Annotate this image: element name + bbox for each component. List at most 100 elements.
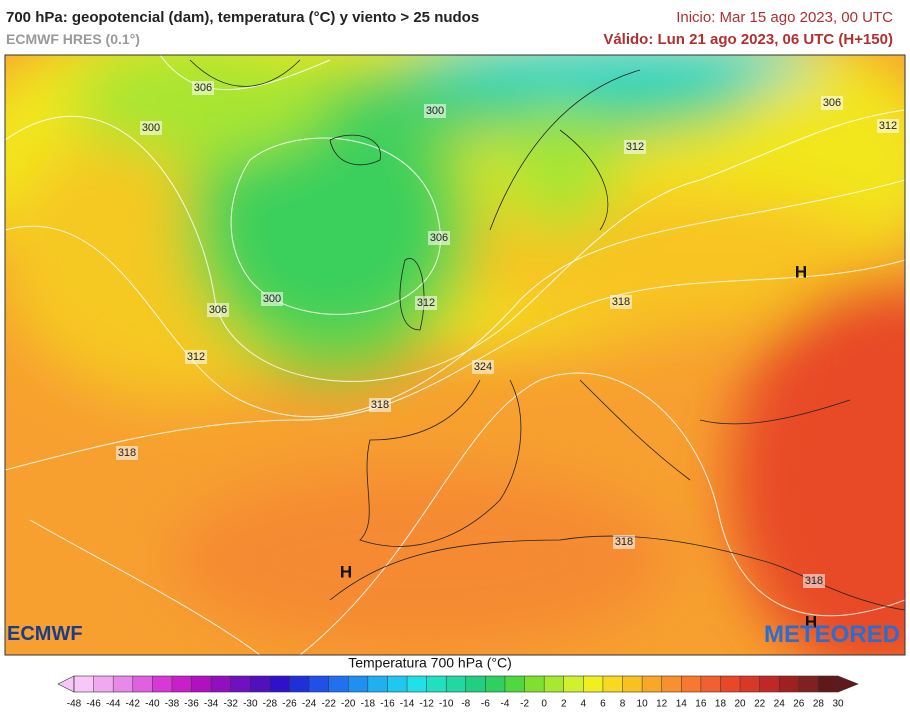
contour-label: 318 — [118, 447, 136, 459]
colorbar-swatch — [152, 676, 173, 692]
contour-label-bg — [803, 574, 825, 588]
colorbar-tick-label: 0 — [541, 699, 547, 710]
init-time: Inicio: Mar 15 ago 2023, 00 UTC — [676, 9, 893, 26]
colorbar-tick-label: -40 — [145, 699, 160, 710]
colorbar-tick-label: -14 — [400, 699, 415, 710]
contour-label: 312 — [187, 351, 205, 363]
contour-label-bg — [192, 81, 214, 95]
colorbar-swatch — [485, 676, 506, 692]
colorbar-tick-label: -38 — [165, 699, 180, 710]
map-frame — [4, 54, 906, 656]
map: 306 300 300 306 300 306 312 312 306 312 312 318 324 3… — [5, 55, 905, 655]
colorbar-tick-label: 26 — [793, 699, 805, 710]
contour-label-bg — [140, 121, 162, 135]
map-labels: 306 300 300 306 300 306 312 312 306 312 312 318 324 3… — [116, 81, 899, 631]
colorbar-tick-label: -20 — [341, 699, 356, 710]
colorbar-tick-label: 2 — [561, 699, 567, 710]
contour-label-bg — [415, 296, 437, 310]
colorbar-title: Temperatura 700 hPa (°C) — [348, 655, 512, 671]
colorbar-swatch — [113, 676, 134, 692]
contour-label-bg — [207, 303, 229, 317]
colorbar-tick-label: -18 — [361, 699, 376, 710]
colorbar-swatch — [798, 676, 819, 692]
colorbar-tick-label: -28 — [263, 699, 278, 710]
colorbar-swatch — [602, 676, 623, 692]
colorbar-tick-label: 4 — [581, 699, 587, 710]
contour-label-bg — [116, 446, 138, 460]
contour-label: 324 — [474, 361, 492, 373]
logo-ecmwf: ECMWF — [7, 623, 83, 645]
colorbar-swatch — [661, 676, 682, 692]
colorbar-tick-label: 30 — [832, 699, 844, 710]
contour-label-bg — [613, 535, 635, 549]
colorbar-swatch — [642, 676, 662, 692]
colorbar-tick-label: 10 — [637, 699, 649, 710]
colorbar-tick-label: 24 — [774, 699, 786, 710]
colorbar-tick-label: -10 — [439, 699, 454, 710]
colorbar-swatch — [171, 676, 192, 692]
colorbar-tick-label: -6 — [481, 699, 490, 710]
colorbar-tick-label: -8 — [461, 699, 470, 710]
colorbar-tick-label: -22 — [321, 699, 336, 710]
colorbar-tick-label: 8 — [620, 699, 626, 710]
colorbar-swatch — [622, 676, 643, 692]
contour-label: 300 — [142, 122, 160, 134]
colorbar-swatch — [289, 676, 310, 692]
colorbar-swatch — [504, 676, 525, 692]
contour-label-bg — [424, 104, 446, 118]
colorbar-tick-label: -42 — [126, 699, 141, 710]
high-pressure: H — [340, 562, 352, 581]
colorbar-tick-label: 14 — [676, 699, 688, 710]
colorbar-tick-label: 20 — [734, 699, 746, 710]
colorbar-swatch — [269, 676, 290, 692]
colorbar-low — [57, 675, 75, 693]
logo-meteored: METEORED — [764, 621, 900, 648]
colorbar-tick-label: 12 — [656, 699, 668, 710]
colorbar-swatch — [387, 676, 408, 692]
colorbar-swatch — [779, 676, 800, 692]
contour-label: 300 — [263, 293, 281, 305]
colorbar-tick-label: -26 — [282, 699, 297, 710]
colorbar-swatch — [74, 676, 94, 692]
colorbar-swatch — [700, 676, 721, 692]
high-pressure: H — [805, 612, 817, 631]
colorbar-tick-label: -12 — [419, 699, 434, 710]
colorbar-swatch — [191, 676, 212, 692]
contour-label-bg — [610, 295, 632, 309]
colorbar-swatch — [720, 676, 741, 692]
contour-label: 306 — [823, 97, 841, 109]
colorbar-swatch — [426, 676, 447, 692]
title: 700 hPa: geopotencial (dam), temperatura… — [6, 9, 479, 26]
contour-label: 318 — [612, 296, 630, 308]
isohypses — [5, 55, 905, 655]
contour-label-bg — [428, 231, 450, 245]
colorbar-tick-label: -2 — [520, 699, 529, 710]
contour-label: 312 — [879, 120, 897, 132]
model: ECMWF HRES (0.1°) — [6, 31, 140, 47]
colorbar-swatch — [740, 676, 760, 692]
colorbar-swatch — [465, 676, 486, 692]
colorbar-tick-label: -34 — [204, 699, 219, 710]
colorbar-tick-label: 16 — [695, 699, 707, 710]
contour-label: 312 — [626, 141, 644, 153]
colorbar-swatch — [583, 676, 604, 692]
colorbar-swatch — [348, 676, 369, 692]
contour-label-bg — [369, 398, 391, 412]
colorbar-tick-label: 6 — [600, 699, 606, 710]
colorbar-tick-label: -4 — [501, 699, 510, 710]
colorbar-tick-label: 18 — [715, 699, 727, 710]
colorbar-swatch — [407, 676, 427, 692]
colorbar-swatch — [681, 676, 702, 692]
colorbar: -48 -46 -44 -42 -40 -38 -36 -34 -32 -30 -28 -26 -24-… — [57, 675, 859, 710]
colorbar-tick-label: 22 — [754, 699, 766, 710]
colorbar-tick-label: -32 — [223, 699, 238, 710]
colorbar-tick-label: 28 — [813, 699, 825, 710]
contour-label-bg — [261, 292, 283, 306]
colorbar-tick-label: -44 — [106, 699, 121, 710]
contour-label: 318 — [371, 399, 389, 411]
colorbar-swatch — [524, 676, 545, 692]
colorbar-swatch — [250, 676, 271, 692]
colorbar-swatch — [759, 676, 780, 692]
colorbar-swatch — [544, 676, 565, 692]
colorbar-high — [837, 675, 859, 693]
